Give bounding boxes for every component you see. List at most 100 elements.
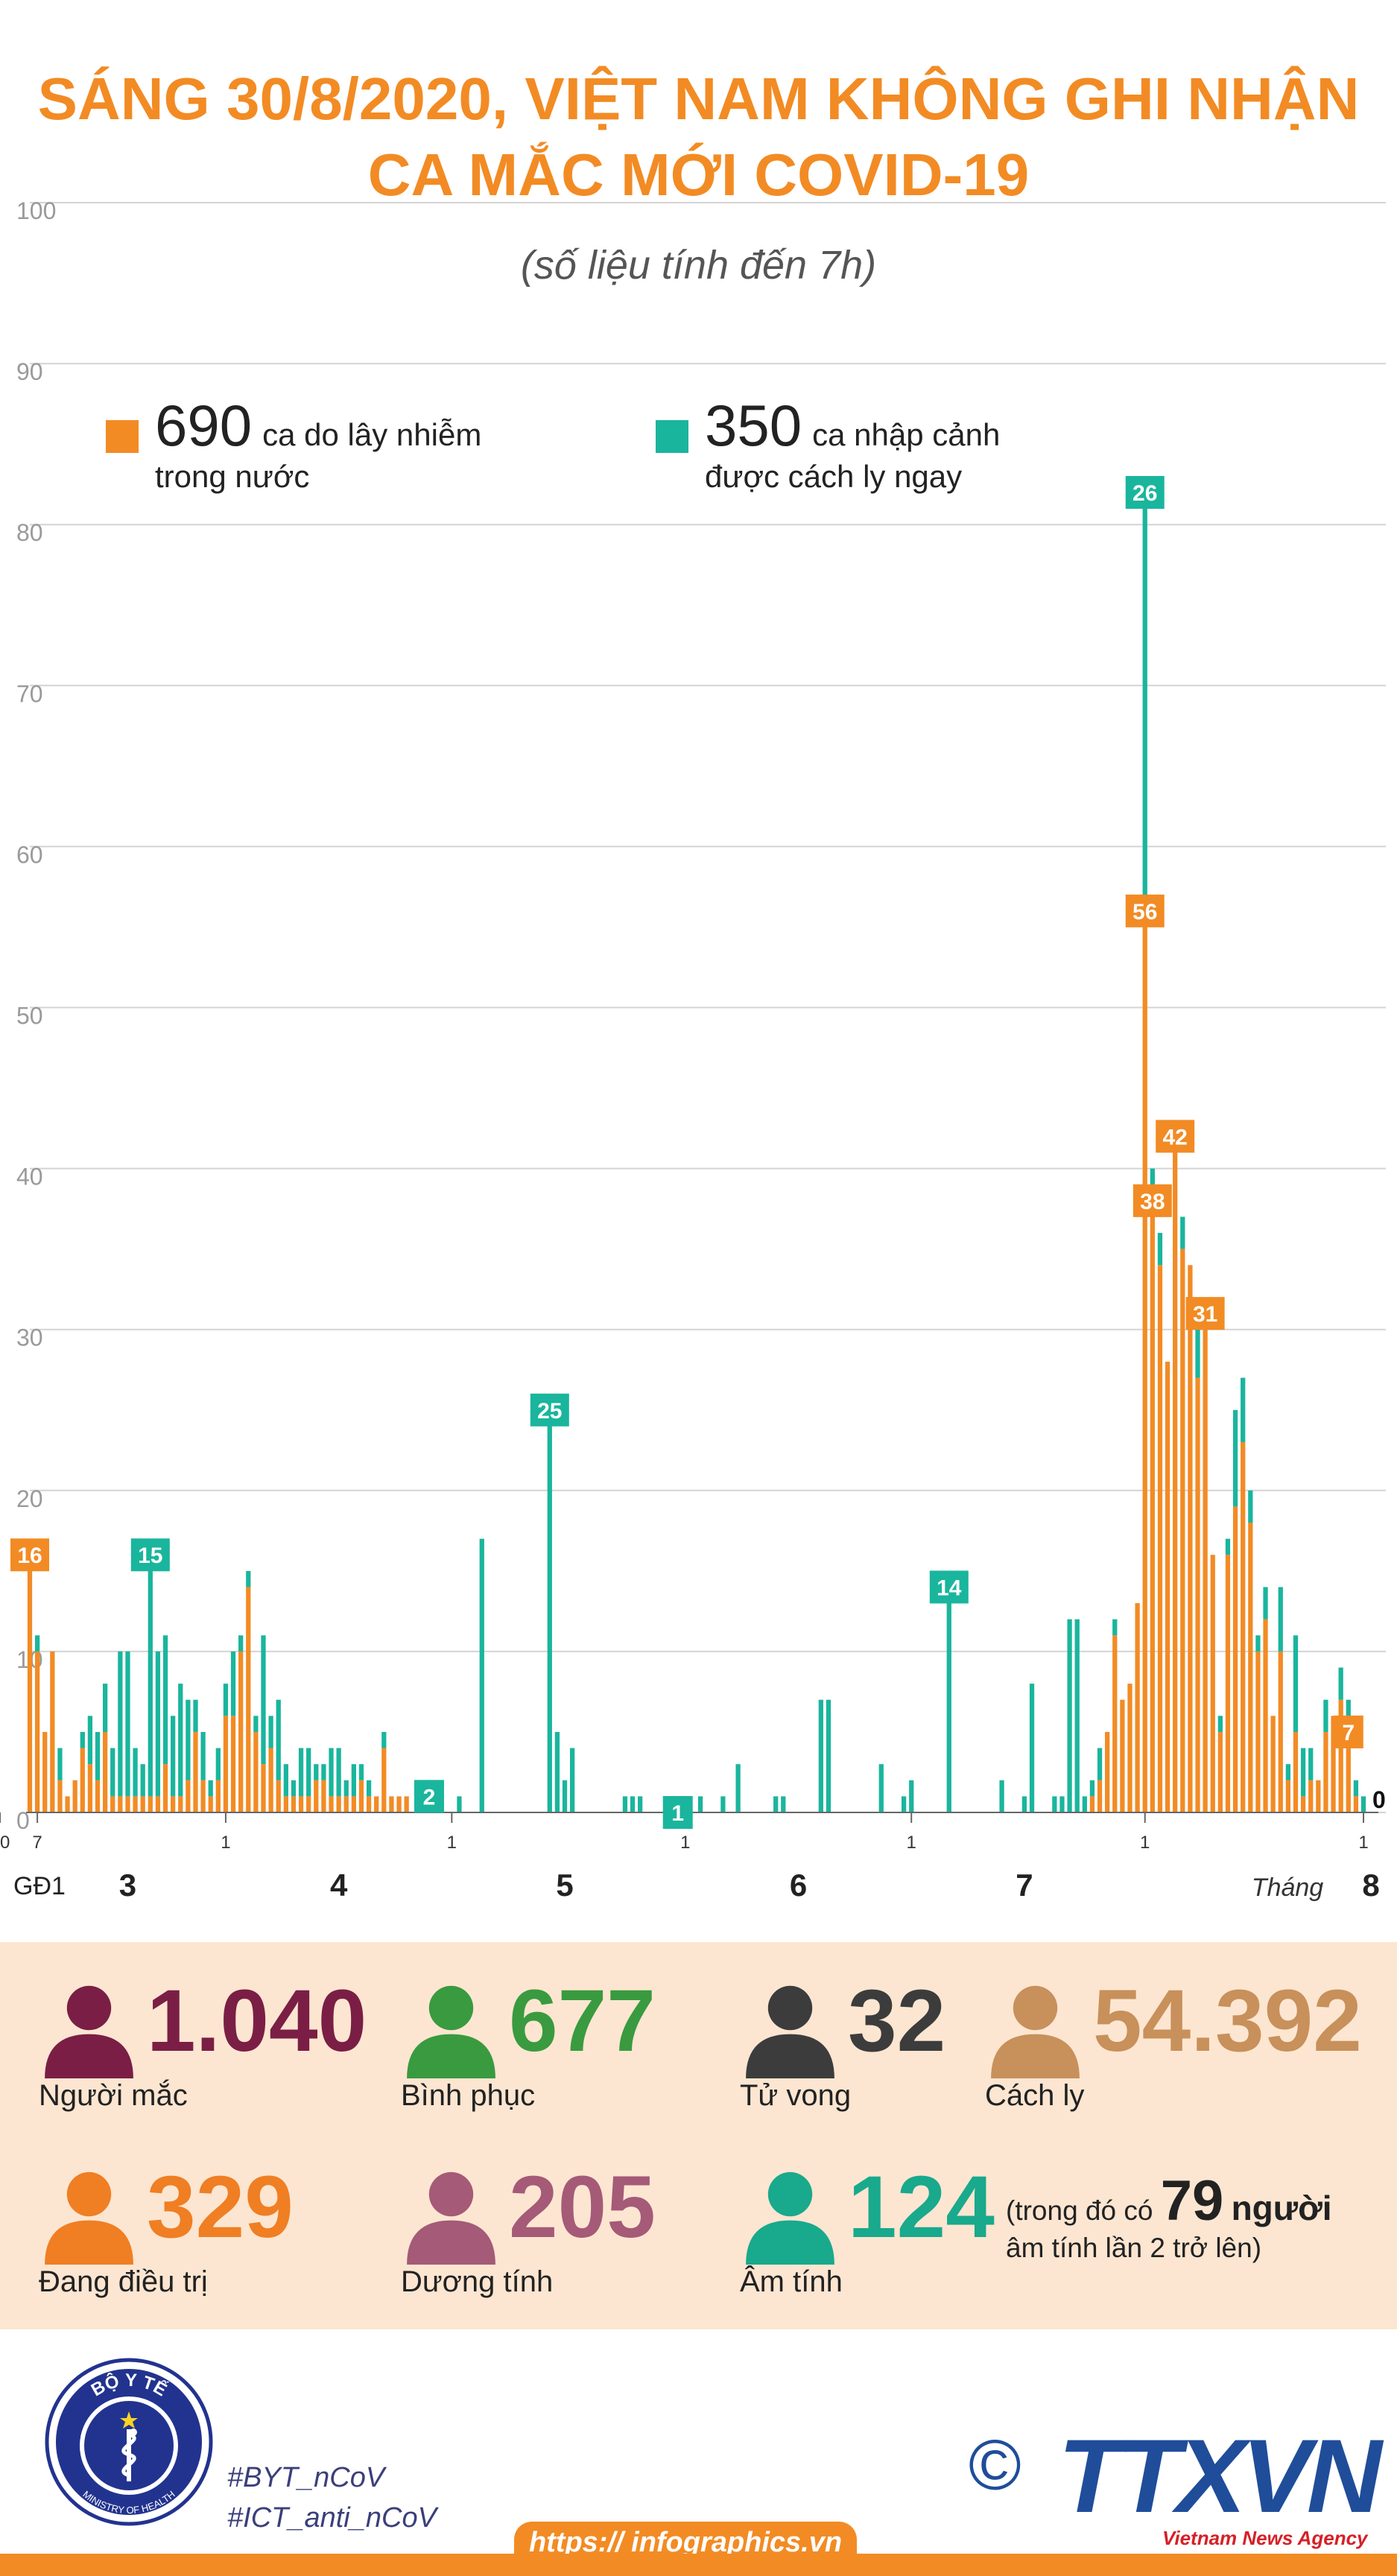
bar-imported: [1157, 1233, 1163, 1266]
bar-domestic: [1120, 1699, 1125, 1812]
bar-imported: [1142, 492, 1147, 911]
bar-imported: [735, 1764, 741, 1812]
footer: BỘ Y TẾ MINISTRY OF HEALTH #BYT_nCoV #IC…: [0, 2329, 1397, 2576]
bar-domestic: [1188, 1265, 1193, 1812]
bar-imported: [1338, 1667, 1343, 1700]
bar-imported: [1248, 1490, 1253, 1523]
legend-domestic-value: 690: [155, 393, 253, 458]
data-label-box: [1125, 894, 1165, 927]
bar-imported: [291, 1780, 297, 1797]
bar-imported: [1029, 1684, 1035, 1812]
bar-imported: [253, 1716, 259, 1732]
legend-domestic-text1: ca do lây nhiễm: [262, 417, 482, 452]
bar-imported: [133, 1748, 138, 1797]
bar-imported: [1074, 1619, 1080, 1812]
bar-domestic: [1150, 1200, 1155, 1812]
bar-imported: [1285, 1764, 1291, 1780]
bar-imported: [223, 1684, 229, 1716]
bar-domestic: [1263, 1619, 1268, 1812]
bar-imported: [268, 1716, 273, 1748]
x-tick-label: 1: [221, 1833, 230, 1853]
bar-domestic: [329, 1796, 334, 1812]
bar-domestic: [1323, 1731, 1328, 1812]
vna-subtitle: Vietnam News Agency: [1162, 2527, 1368, 2549]
stat-cases-value: 1.040: [147, 1972, 367, 2070]
bar-imported: [554, 1731, 560, 1812]
bar-domestic: [65, 1796, 70, 1812]
bar-imported: [208, 1780, 213, 1797]
bar-imported: [193, 1699, 198, 1732]
bar-domestic: [1353, 1796, 1359, 1812]
bar-imported: [1278, 1587, 1283, 1652]
bar-domestic: [1225, 1555, 1231, 1812]
y-tick-label: 20: [16, 1485, 43, 1512]
bar-imported: [1059, 1796, 1065, 1812]
bar-domestic: [291, 1796, 297, 1812]
site-url-link[interactable]: https:// infographics.vn: [528, 2527, 843, 2558]
bar-imported: [95, 1731, 101, 1780]
data-label-box: [414, 1780, 444, 1813]
bar-domestic: [1135, 1603, 1140, 1812]
bar-imported: [697, 1796, 703, 1812]
bar-imported: [622, 1796, 628, 1812]
bar-domestic: [1255, 1651, 1261, 1812]
bar-domestic: [321, 1780, 326, 1812]
bar-domestic: [283, 1796, 288, 1812]
person-icon: [746, 2171, 834, 2265]
y-tick-label: 50: [16, 1003, 43, 1030]
bar-imported: [909, 1780, 914, 1812]
bar-domestic: [268, 1748, 273, 1812]
bar-imported: [314, 1764, 319, 1780]
bar-domestic: [50, 1651, 55, 1812]
data-label: 15: [138, 1544, 162, 1568]
bar-imported: [329, 1748, 334, 1797]
bar-imported: [34, 1635, 40, 1652]
hashtag-ict[interactable]: #ICT_anti_nCoV: [227, 2502, 437, 2534]
bar-domestic: [118, 1796, 123, 1812]
hashtag-byt[interactable]: #BYT_nCoV: [227, 2462, 385, 2493]
data-label-box: [530, 1393, 569, 1427]
month-axis-label: Tháng: [1252, 1874, 1323, 1902]
bar-imported: [155, 1651, 161, 1797]
bar-imported: [336, 1748, 341, 1797]
data-label: 7: [1342, 1721, 1355, 1745]
bar-domestic: [87, 1764, 93, 1812]
data-label: 16: [17, 1544, 42, 1568]
y-tick-label: 90: [16, 358, 43, 385]
bar-domestic: [1157, 1265, 1163, 1812]
y-tick-label: 80: [16, 519, 43, 546]
bar-domestic: [223, 1716, 229, 1812]
data-label: 38: [1140, 1190, 1165, 1214]
data-label-box: [1156, 1120, 1195, 1153]
data-label: 2: [423, 1785, 436, 1809]
stat-negative-label: Âm tính: [740, 2265, 843, 2298]
bar-imported: [1300, 1748, 1306, 1797]
bar-domestic: [1105, 1731, 1110, 1812]
bar-domestic: [1278, 1651, 1283, 1812]
legend-imported-value: 350: [705, 393, 802, 458]
bar-domestic: [171, 1796, 176, 1812]
bar-imported: [102, 1684, 108, 1732]
bar-imported: [200, 1731, 206, 1780]
bar-imported: [562, 1780, 568, 1812]
x-tick-label: 30: [0, 1833, 10, 1853]
bar-domestic: [208, 1796, 213, 1812]
bar-domestic: [34, 1651, 40, 1812]
person-icon: [746, 1985, 834, 2078]
bar-domestic: [1203, 1313, 1208, 1812]
y-tick-label: 70: [16, 680, 43, 707]
bar-domestic: [1217, 1731, 1223, 1812]
bar-domestic: [276, 1780, 281, 1812]
bar-imported: [1255, 1635, 1261, 1652]
bar-domestic: [389, 1796, 394, 1812]
legend-imported-text1: ca nhập cảnh: [812, 417, 1001, 452]
bar-domestic: [125, 1796, 130, 1812]
bar-imported: [1097, 1748, 1103, 1780]
ministry-of-health-logo: BỘ Y TẾ MINISTRY OF HEALTH: [45, 2358, 213, 2526]
bar-imported: [366, 1780, 372, 1797]
stat-quarantine-value: 54.392: [1093, 1972, 1362, 2070]
bar-imported: [946, 1587, 951, 1812]
bar-domestic: [1293, 1731, 1299, 1812]
bar-imported: [283, 1764, 288, 1797]
bar-imported: [638, 1796, 643, 1812]
